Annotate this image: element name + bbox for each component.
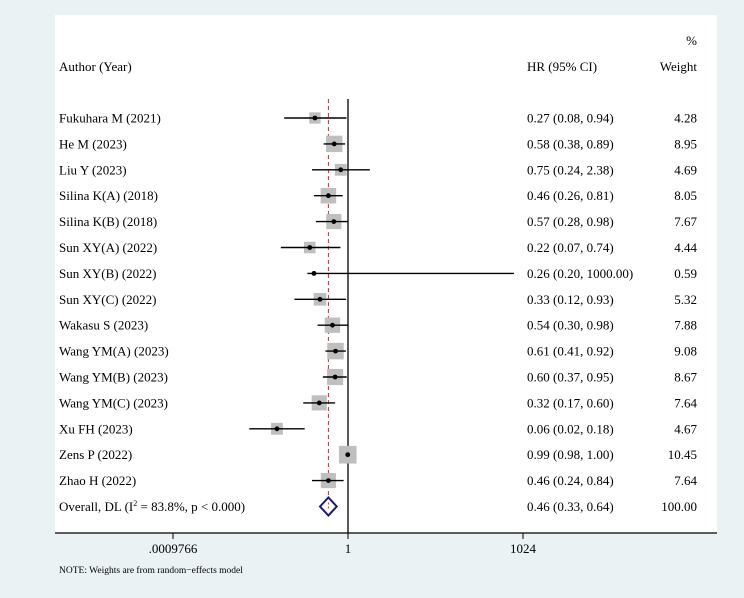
study-weight: 5.32 <box>674 292 697 307</box>
study-label: Sun XY(C) (2022) <box>59 292 157 307</box>
point-estimate <box>307 245 313 250</box>
study-label: Zens P (2022) <box>59 447 132 462</box>
study-ci: 0.58 (0.38, 0.89) <box>527 136 614 151</box>
study-label: Sun XY(B) (2022) <box>59 266 157 281</box>
header-weight-pct: % <box>686 33 697 48</box>
study-label: Sun XY(A) (2022) <box>59 240 157 255</box>
study-weight: 9.08 <box>674 344 697 359</box>
study-ci: 0.54 (0.30, 0.98) <box>527 318 614 333</box>
study-weight: 4.28 <box>674 111 697 126</box>
study-label: Wang YM(C) (2023) <box>59 395 168 410</box>
study-weight: 10.45 <box>668 447 697 462</box>
study-weight: 0.59 <box>674 266 697 281</box>
study-weight: 8.95 <box>674 136 697 151</box>
point-estimate <box>325 193 331 199</box>
study-weight: 7.64 <box>674 395 697 410</box>
study-weight: 8.67 <box>674 370 697 385</box>
study-ci: 0.57 (0.28, 0.98) <box>527 214 614 229</box>
study-label: Wakasu S (2023) <box>59 318 148 333</box>
study-ci: 0.33 (0.12, 0.93) <box>527 292 614 307</box>
overall-ci: 0.46 (0.33, 0.64) <box>527 499 614 514</box>
point-estimate <box>312 115 318 121</box>
study-ci: 0.06 (0.02, 0.18) <box>527 421 614 436</box>
point-estimate <box>311 271 317 276</box>
x-tick-label: 1024 <box>510 541 537 556</box>
study-label: Liu Y (2023) <box>59 162 127 177</box>
study-label: Wang YM(A) (2023) <box>59 344 169 359</box>
study-ci: 0.99 (0.98, 1.00) <box>527 447 614 462</box>
x-tick-label: 1 <box>345 541 352 556</box>
header-author: Author (Year) <box>59 59 132 74</box>
overall-weight: 100.00 <box>661 499 697 514</box>
point-estimate <box>331 219 337 225</box>
study-ci: 0.46 (0.26, 0.81) <box>527 188 614 203</box>
point-estimate <box>317 296 323 302</box>
study-weight: 4.67 <box>674 421 697 436</box>
study-label: Silina K(B) (2018) <box>59 214 157 229</box>
point-estimate <box>274 426 280 432</box>
point-estimate <box>338 167 344 173</box>
study-label: Xu FH (2023) <box>59 421 133 436</box>
header-effect: HR (95% CI) <box>527 59 597 74</box>
point-estimate <box>330 322 335 328</box>
study-label: Wang YM(B) (2023) <box>59 370 168 385</box>
study-weight: 4.44 <box>674 240 697 255</box>
study-ci: 0.75 (0.24, 2.38) <box>527 162 614 177</box>
study-label: He M (2023) <box>59 136 127 151</box>
overall-label: Overall, DL (I2 = 83.8%, p < 0.000) <box>59 499 245 514</box>
study-weight: 8.05 <box>674 188 697 203</box>
study-weight: 4.69 <box>674 162 697 177</box>
study-weight: 7.64 <box>674 473 697 488</box>
study-ci: 0.32 (0.17, 0.60) <box>527 395 614 410</box>
point-estimate <box>345 452 351 458</box>
point-estimate <box>333 348 338 354</box>
study-ci: 0.27 (0.08, 0.94) <box>527 111 614 126</box>
study-weight: 7.88 <box>674 318 697 333</box>
point-estimate <box>331 141 337 147</box>
point-estimate <box>325 478 331 483</box>
point-estimate <box>332 374 338 380</box>
footnote: NOTE: Weights are from random−effects mo… <box>59 566 243 576</box>
overall-label-suffix: = 83.8%, p < 0.000) <box>137 499 245 514</box>
point-estimate <box>316 400 322 406</box>
study-ci: 0.22 (0.07, 0.74) <box>527 240 614 255</box>
study-ci: 0.60 (0.37, 0.95) <box>527 370 614 385</box>
study-label: Zhao H (2022) <box>59 473 136 488</box>
study-ci: 0.46 (0.24, 0.84) <box>527 473 614 488</box>
header-weight: Weight <box>660 59 698 74</box>
study-weight: 7.67 <box>674 214 697 229</box>
study-ci: 0.61 (0.41, 0.92) <box>527 344 614 359</box>
study-label: Fukuhara M (2021) <box>59 111 161 126</box>
overall-label-prefix: Overall, DL (I <box>59 499 133 514</box>
overall-label-sup: 2 <box>133 499 137 508</box>
study-ci: 0.26 (0.20, 1000.00) <box>527 266 633 281</box>
x-tick-label: .0009766 <box>149 541 198 556</box>
study-label: Silina K(A) (2018) <box>59 188 158 203</box>
